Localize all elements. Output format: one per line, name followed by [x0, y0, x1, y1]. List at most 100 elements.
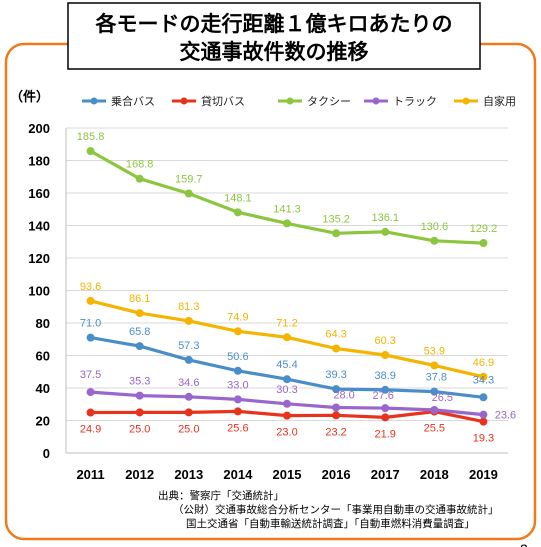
legend-label: タクシー	[307, 95, 351, 108]
data-point-1-2019	[479, 417, 488, 426]
data-point-2-2018	[430, 236, 439, 245]
data-label-2-2012: 168.8	[126, 159, 154, 171]
data-label-0-2012: 65.8	[129, 326, 150, 338]
source-line-3: 国土交通省「自動車輸送統計調査」「自動車燃料消費量調査」	[186, 517, 475, 530]
data-label-4-2016: 64.3	[325, 329, 346, 341]
data-point-4-2016	[332, 344, 341, 353]
data-label-1-2017: 21.9	[375, 428, 396, 440]
data-point-2-2016	[332, 229, 341, 238]
legend-label: トラック	[393, 95, 437, 108]
data-label-1-2011: 24.9	[80, 424, 101, 436]
title-box	[67, 2, 481, 70]
y-tick-label: 160	[28, 186, 50, 201]
data-label-3-2019: 23.6	[495, 410, 516, 422]
data-point-1-2016	[332, 411, 341, 420]
data-point-0-2017	[381, 385, 390, 394]
data-point-0-2015	[283, 375, 291, 384]
data-point-2-2013	[184, 189, 193, 198]
y-tick-label: 140	[28, 219, 50, 234]
data-label-4-2018: 53.9	[424, 345, 445, 357]
x-tick-label: 2014	[223, 467, 253, 482]
legend-label: 貸切バス	[201, 94, 245, 108]
data-label-1-2016: 23.2	[325, 426, 346, 438]
y-axis-ticks: 0 20 40 60 80 100 120 140 160 180 200	[28, 121, 50, 461]
data-point-4-2019	[479, 372, 488, 381]
data-label-2-2011: 185.8	[77, 131, 105, 143]
data-point-2-2017	[381, 227, 390, 236]
data-label-3-2018: 26.5	[432, 392, 453, 404]
legend: 乗合バス 貸切バス タクシー トラック 自家用	[82, 94, 516, 108]
data-point-3-2016	[332, 403, 341, 412]
data-label-2-2019: 129.2	[470, 223, 498, 235]
data-point-0-2012	[135, 342, 144, 351]
data-label-2-2015: 141.3	[273, 203, 301, 215]
legend-swatch-marker	[180, 97, 188, 105]
data-label-4-2017: 60.3	[375, 335, 396, 347]
data-point-0-2011	[86, 333, 95, 342]
data-point-1-2012	[135, 408, 144, 417]
data-label-0-2016: 39.3	[325, 369, 346, 381]
legend-swatch-marker	[462, 97, 470, 105]
x-tick-label: 2011	[76, 467, 104, 482]
data-point-2-2015	[283, 219, 291, 228]
y-tick-label: 20	[36, 414, 50, 429]
x-axis-ticks: 2011 2012 2013 2014 2015 2016 2017 2018 2019	[76, 467, 497, 482]
x-tick-label: 2012	[125, 467, 154, 482]
data-label-3-2016: 28.0	[333, 390, 354, 402]
data-point-1-2011	[86, 408, 95, 417]
data-point-4-2015	[283, 333, 291, 342]
x-tick-label: 2017	[371, 467, 400, 482]
data-label-2-2013: 159.7	[175, 173, 203, 185]
chart-title-line1: 各モードの走行距離１億キロあたりの	[95, 12, 453, 36]
data-label-3-2014: 33.0	[227, 379, 248, 391]
data-point-0-2016	[332, 385, 341, 394]
data-point-0-2018	[430, 387, 439, 396]
data-point-1-2015	[283, 411, 291, 420]
data-label-4-2019: 46.9	[473, 357, 494, 369]
x-tick-label: 2018	[420, 467, 449, 482]
data-point-0-2014	[233, 366, 242, 375]
data-point-3-2012	[135, 391, 144, 400]
data-label-4-2015: 71.2	[276, 317, 297, 329]
data-label-0-2011: 71.0	[80, 318, 101, 330]
source-line-1: 出典：警察庁「交通統計」	[158, 489, 284, 502]
y-tick-label: 40	[36, 381, 50, 396]
data-point-4-2013	[184, 316, 193, 325]
data-point-3-2011	[86, 388, 95, 397]
data-point-4-2017	[381, 351, 390, 360]
data-label-1-2015: 23.0	[276, 427, 297, 439]
data-label-0-2013: 57.3	[178, 340, 199, 352]
data-point-3-2015	[283, 399, 291, 408]
data-label-3-2012: 35.3	[129, 376, 150, 388]
data-point-3-2014	[233, 395, 242, 404]
data-point-1-2017	[381, 413, 390, 422]
data-label-3-2015: 30.3	[276, 384, 297, 396]
data-point-1-2014	[233, 407, 242, 416]
data-label-0-2019: 34.3	[473, 374, 494, 386]
data-label-0-2015: 45.4	[276, 359, 297, 371]
data-label-0-2017: 38.9	[375, 370, 396, 382]
legend-swatch-marker	[372, 97, 380, 105]
data-label-2-2018: 130.6	[421, 221, 449, 233]
series-data-labels: 71.0 65.8 57.3 50.6 45.4 39.3 38.9 37.8 34.3 24.9…	[77, 131, 516, 445]
data-point-2-2019	[479, 239, 488, 248]
data-label-4-2013: 81.3	[178, 301, 199, 313]
data-label-1-2018: 25.5	[424, 423, 445, 435]
chart-title-line2: 交通事故件数の推移	[180, 40, 369, 64]
data-point-3-2013	[184, 392, 193, 401]
data-point-2-2011	[86, 147, 95, 156]
data-label-3-2011: 37.5	[80, 369, 101, 381]
y-tick-label: 200	[28, 121, 50, 136]
y-tick-label: 180	[28, 154, 50, 169]
source-line-2: （公財）交通事故総合分析センター「事業用自動車の交通事故統計」	[173, 503, 499, 516]
data-point-2-2014	[233, 208, 242, 217]
data-label-4-2014: 74.9	[227, 311, 248, 323]
y-axis-unit: （件）	[10, 89, 49, 104]
data-label-1-2014: 25.6	[227, 422, 248, 434]
data-label-0-2018: 37.8	[426, 372, 447, 384]
data-label-4-2011: 93.6	[80, 281, 101, 293]
legend-label: 自家用	[483, 94, 516, 108]
y-tick-label: 0	[43, 446, 50, 461]
y-tick-label: 80	[36, 316, 50, 331]
